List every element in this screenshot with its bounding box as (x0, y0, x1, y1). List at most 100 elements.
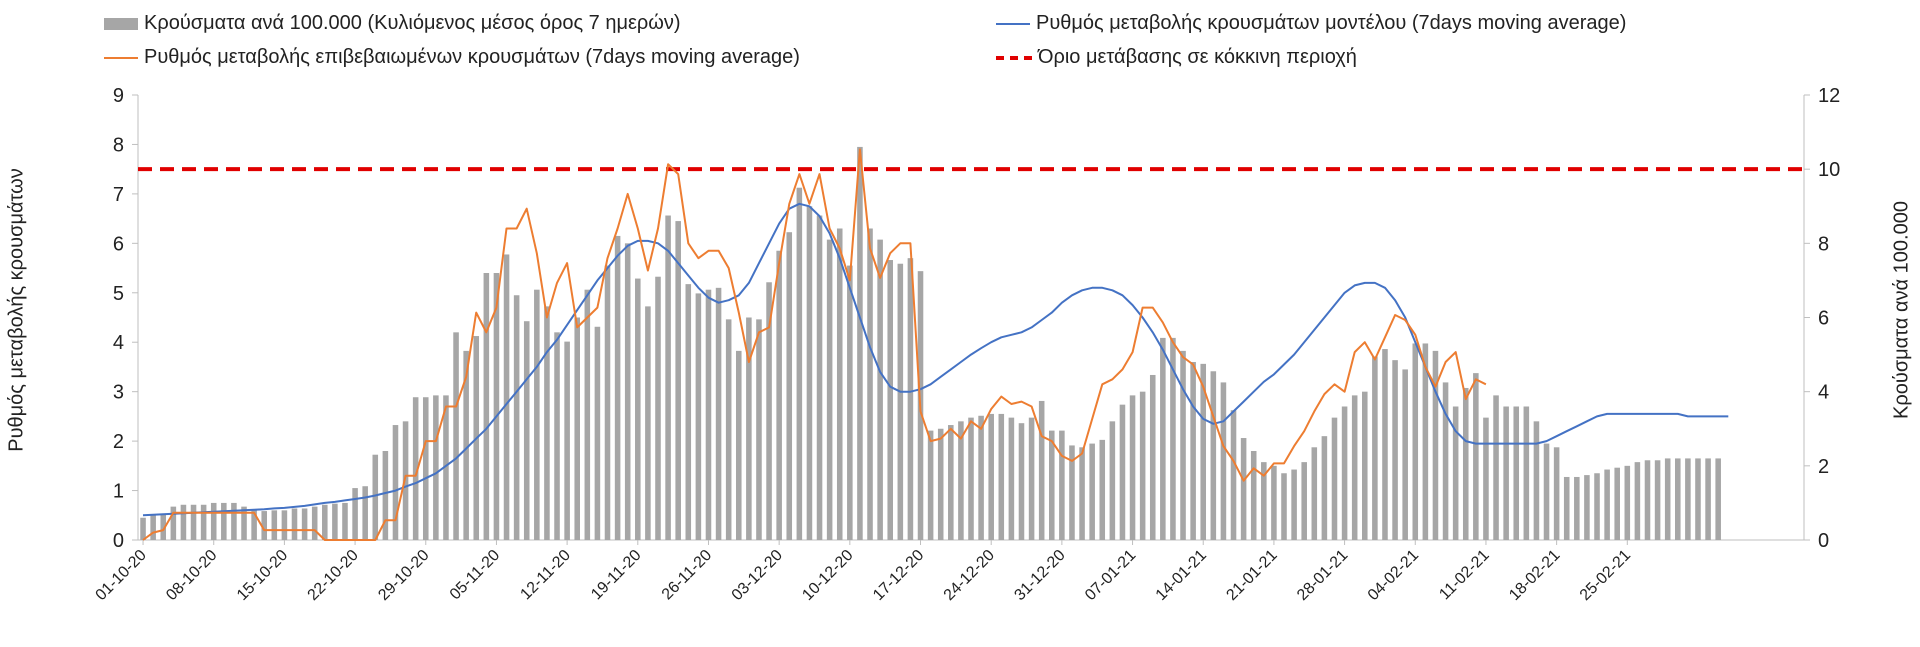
bar (998, 413, 1005, 540)
x-tick-label: 26-11-20 (659, 547, 716, 604)
bar (210, 502, 217, 540)
bar (554, 332, 560, 540)
bar (342, 502, 348, 540)
bar (806, 206, 813, 540)
bar (1543, 443, 1550, 540)
bar (816, 215, 823, 541)
x-tick-label: 24-12-20 (941, 547, 998, 604)
bar (948, 425, 954, 540)
bar (372, 454, 379, 540)
x-tick-label: 18-02-21 (1506, 547, 1563, 604)
bar (422, 397, 429, 540)
bar (1523, 406, 1530, 540)
bar (1442, 382, 1449, 540)
bar (1644, 460, 1651, 540)
bar (1533, 421, 1540, 540)
bar (1382, 349, 1388, 540)
bar (160, 514, 167, 540)
bar (887, 260, 894, 540)
bar (968, 417, 974, 540)
right-tick-label: 2 (1818, 456, 1829, 478)
x-tick-label: 19-11-20 (588, 547, 645, 604)
bar (695, 293, 702, 540)
bar (523, 321, 530, 540)
bar (1160, 337, 1166, 540)
bar (1028, 417, 1035, 540)
bar (1392, 360, 1398, 540)
legend-label-model: Ρυθμός μεταβολής κρουσμάτων μοντέλου (7d… (1036, 12, 1627, 34)
bar (392, 425, 399, 540)
bar (1402, 369, 1408, 540)
bar (1341, 406, 1348, 540)
left-tick-label: 3 (113, 382, 124, 404)
bar (1048, 430, 1055, 540)
bar (1483, 417, 1489, 540)
bars-layer (140, 146, 1721, 541)
bar (1018, 423, 1025, 540)
bar (1301, 462, 1307, 540)
bar (1493, 395, 1499, 540)
bar (1372, 356, 1378, 540)
bar (1563, 476, 1570, 540)
bar (685, 284, 692, 540)
right-tick-label: 8 (1818, 233, 1829, 255)
legend-label-bars: Κρούσματα ανά 100.000 (Κυλιόμενος μέσος … (144, 12, 681, 34)
confirmed-series-line (142, 148, 1487, 541)
bar (1675, 458, 1681, 540)
bar (574, 317, 580, 540)
bar (170, 506, 177, 540)
bar (836, 228, 843, 540)
bar (1574, 476, 1580, 540)
bar (1059, 430, 1065, 540)
left-tick-label: 2 (113, 431, 124, 453)
bar (1351, 395, 1358, 540)
bar (180, 504, 187, 540)
bar (1210, 371, 1217, 540)
bar (564, 341, 570, 540)
left-tick-label: 4 (113, 332, 124, 354)
bar (1119, 404, 1126, 540)
bar (867, 228, 873, 540)
legend-swatch-confirmed (104, 56, 138, 59)
bar (1553, 447, 1560, 540)
bar (1291, 469, 1297, 540)
bar (1654, 460, 1661, 540)
bar (1230, 410, 1237, 540)
left-tick-label: 8 (113, 134, 124, 156)
left-tick-label: 5 (113, 283, 124, 305)
bar (584, 289, 591, 540)
lines-layer (142, 148, 1729, 541)
bar (1362, 391, 1368, 540)
x-tick-label: 25-02-21 (1577, 547, 1634, 604)
x-tick-label: 12-11-20 (517, 547, 574, 604)
bar (1513, 406, 1520, 540)
bar (362, 486, 368, 540)
bar (544, 306, 550, 540)
legend-item-threshold: Όριο μετάβασης σε κόκκινη περιοχή (996, 46, 1357, 69)
bar (1584, 475, 1590, 540)
bar (412, 397, 419, 540)
bar (1685, 458, 1691, 540)
bar (766, 282, 772, 540)
bar (1079, 447, 1085, 540)
left-tick-label: 9 (113, 85, 124, 107)
bar (1664, 458, 1671, 540)
legend-swatch-model (996, 22, 1030, 25)
bar (614, 235, 621, 540)
bar (1038, 400, 1045, 540)
bar (1594, 473, 1600, 540)
bar (877, 239, 883, 540)
bar (261, 511, 267, 540)
bar (594, 326, 601, 540)
bar (200, 504, 207, 540)
bar (1089, 443, 1095, 540)
bar (857, 146, 863, 540)
bar (493, 273, 500, 540)
bar (311, 506, 318, 540)
x-tick-label: 05-11-20 (447, 547, 504, 604)
bar (978, 415, 984, 540)
bar (907, 258, 914, 540)
bar (705, 289, 712, 540)
bar (483, 273, 490, 540)
